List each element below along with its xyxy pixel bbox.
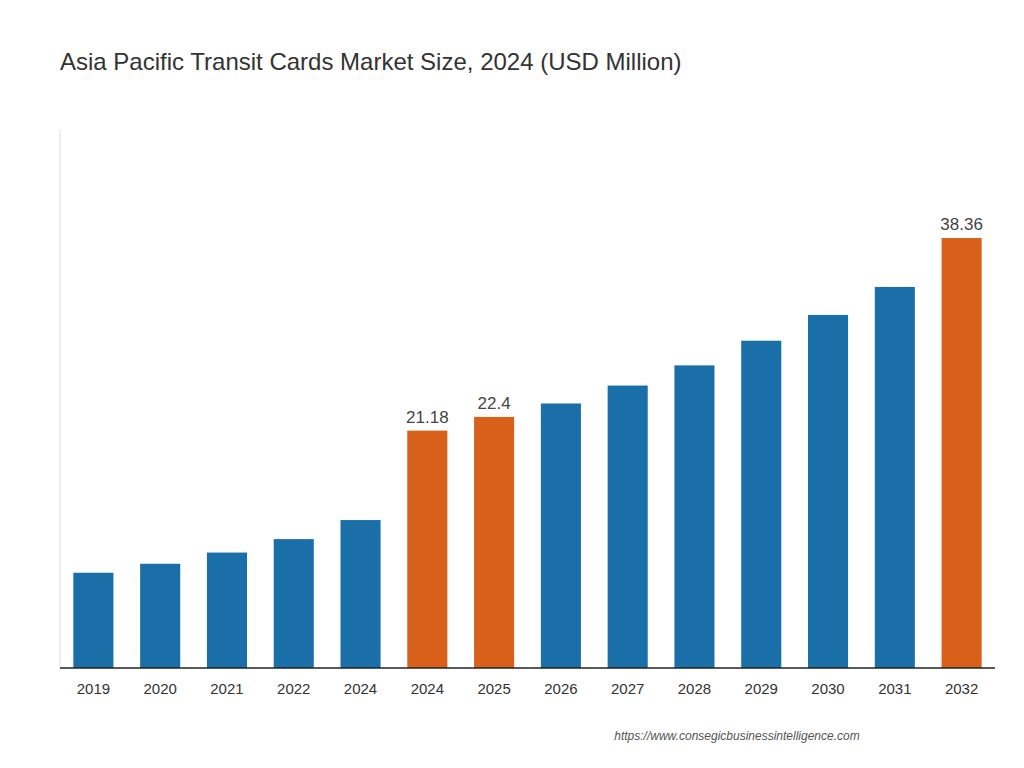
x-tick-label: 2020: [143, 680, 176, 697]
bar: [741, 341, 781, 668]
x-tick-label: 2021: [210, 680, 243, 697]
x-tick-label: 2024: [344, 680, 377, 697]
x-tick-label: 2032: [945, 680, 978, 697]
x-tick-label: 2029: [745, 680, 778, 697]
x-tick-label: 2031: [878, 680, 911, 697]
x-tick-label: 2027: [611, 680, 644, 697]
x-tick-label: 2026: [544, 680, 577, 697]
x-tick-label: 2028: [678, 680, 711, 697]
title: Asia Pacific Transit Cards Market Size, …: [60, 48, 682, 75]
bar: [808, 315, 848, 668]
bar: [73, 573, 113, 668]
annotation: https://www.consegicbusinessintelligence…: [614, 729, 859, 743]
bar: [608, 386, 648, 668]
bar: [207, 553, 247, 668]
y-axis-line: [60, 130, 61, 668]
chart: Asia Pacific Transit Cards Market Size, …: [0, 0, 1024, 768]
bar: [942, 238, 982, 668]
x-tick-label: 2030: [811, 680, 844, 697]
bar: [875, 287, 915, 668]
data-label: 22.4: [478, 394, 511, 413]
x-axis-line: [60, 667, 995, 669]
x-tick-label: 2019: [77, 680, 110, 697]
chart-container: Asia Pacific Transit Cards Market Size, …: [0, 0, 1024, 768]
bar: [274, 539, 314, 668]
bar: [341, 520, 381, 668]
bars: [73, 238, 981, 668]
data-label: 38.36: [940, 215, 983, 234]
bar: [474, 417, 514, 668]
x-tick-label: 2024: [411, 680, 444, 697]
x-tick-label: 2022: [277, 680, 310, 697]
bar: [407, 431, 447, 668]
bar: [140, 564, 180, 668]
bar: [674, 365, 714, 668]
bar: [541, 403, 581, 668]
x-tick-label: 2025: [477, 680, 510, 697]
data-label: 21.18: [406, 408, 449, 427]
